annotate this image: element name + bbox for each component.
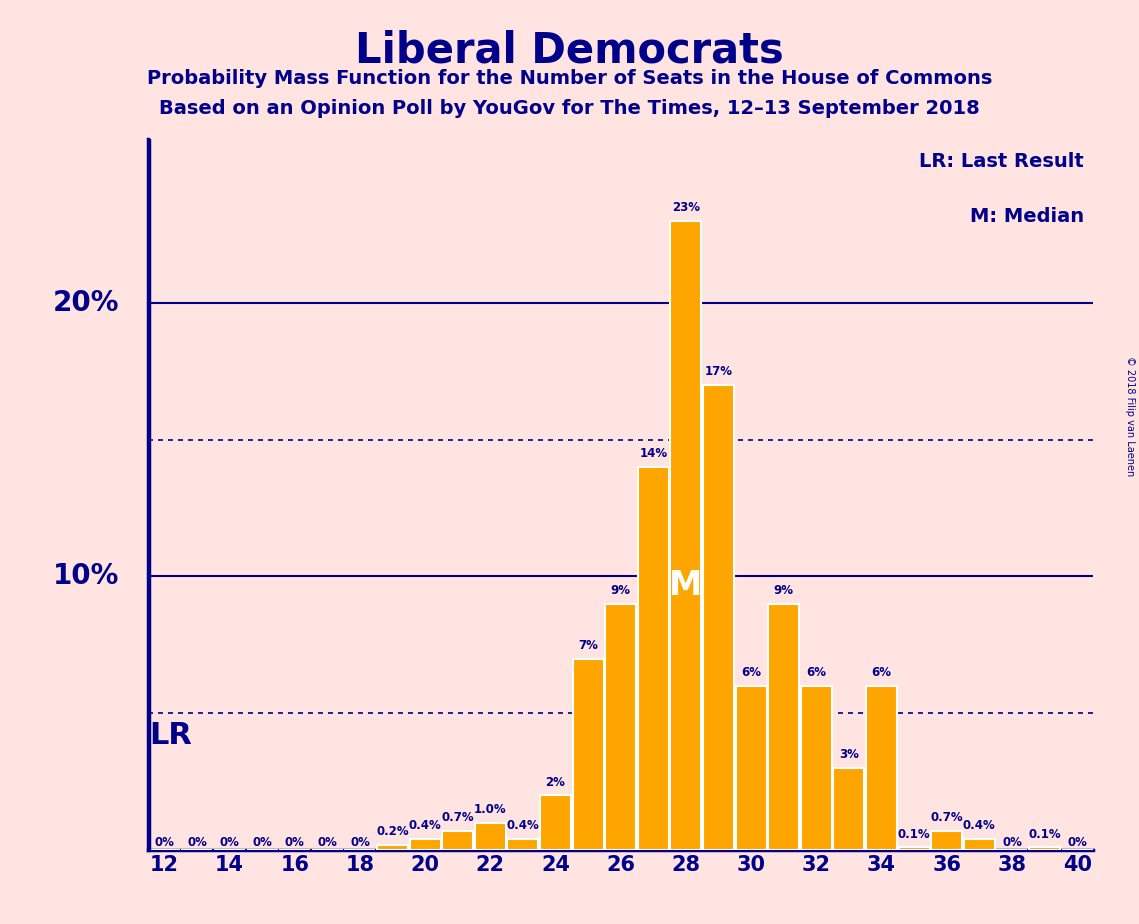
Bar xyxy=(605,603,637,850)
Bar xyxy=(573,659,604,850)
Text: 23%: 23% xyxy=(672,201,700,213)
Bar xyxy=(899,847,929,850)
Text: 0%: 0% xyxy=(155,835,174,849)
Text: © 2018 Filip van Laenen: © 2018 Filip van Laenen xyxy=(1125,356,1134,476)
Text: 9%: 9% xyxy=(611,584,631,597)
Bar xyxy=(508,839,539,850)
Bar xyxy=(377,845,408,850)
Text: LR: Last Result: LR: Last Result xyxy=(919,152,1083,171)
Text: 17%: 17% xyxy=(705,365,732,378)
Text: 0.7%: 0.7% xyxy=(442,811,474,824)
Text: 0.1%: 0.1% xyxy=(898,828,931,841)
Text: 0.4%: 0.4% xyxy=(409,820,442,833)
Bar xyxy=(410,839,441,850)
Text: 6%: 6% xyxy=(741,666,761,679)
Text: 3%: 3% xyxy=(839,748,859,761)
Text: 0%: 0% xyxy=(220,835,239,849)
Text: LR: LR xyxy=(149,721,192,749)
Bar xyxy=(736,686,767,850)
Text: 0%: 0% xyxy=(187,835,207,849)
Text: Based on an Opinion Poll by YouGov for The Times, 12–13 September 2018: Based on an Opinion Poll by YouGov for T… xyxy=(159,99,980,118)
Text: Probability Mass Function for the Number of Seats in the House of Commons: Probability Mass Function for the Number… xyxy=(147,69,992,89)
Bar xyxy=(964,839,994,850)
Bar xyxy=(671,221,702,850)
Text: M: M xyxy=(670,569,703,602)
Text: 1.0%: 1.0% xyxy=(474,803,507,816)
Bar xyxy=(442,831,473,850)
Text: 0.4%: 0.4% xyxy=(507,820,540,833)
Text: 7%: 7% xyxy=(579,638,598,651)
Text: 0%: 0% xyxy=(285,835,305,849)
Text: M: Median: M: Median xyxy=(969,207,1083,226)
Text: 0%: 0% xyxy=(1002,835,1022,849)
Bar xyxy=(769,603,800,850)
Bar xyxy=(932,831,962,850)
Text: 10%: 10% xyxy=(54,563,120,590)
Text: 0.1%: 0.1% xyxy=(1029,828,1060,841)
Bar xyxy=(638,467,669,850)
Text: 0%: 0% xyxy=(318,835,337,849)
Text: 2%: 2% xyxy=(546,775,565,788)
Text: 0%: 0% xyxy=(252,835,272,849)
Text: 20%: 20% xyxy=(54,289,120,317)
Bar xyxy=(703,385,734,850)
Text: 6%: 6% xyxy=(871,666,892,679)
Text: 6%: 6% xyxy=(806,666,827,679)
Text: 14%: 14% xyxy=(639,447,667,460)
Bar xyxy=(1029,847,1060,850)
Text: 0%: 0% xyxy=(1067,835,1087,849)
Text: 0.4%: 0.4% xyxy=(962,820,995,833)
Text: 0.7%: 0.7% xyxy=(931,811,964,824)
Bar xyxy=(540,796,571,850)
Text: 9%: 9% xyxy=(773,584,794,597)
Bar xyxy=(801,686,831,850)
Bar xyxy=(866,686,898,850)
Bar xyxy=(475,822,506,850)
Bar xyxy=(834,768,865,850)
Text: Liberal Democrats: Liberal Democrats xyxy=(355,30,784,71)
Text: 0%: 0% xyxy=(350,835,370,849)
Text: 0.2%: 0.2% xyxy=(376,825,409,838)
